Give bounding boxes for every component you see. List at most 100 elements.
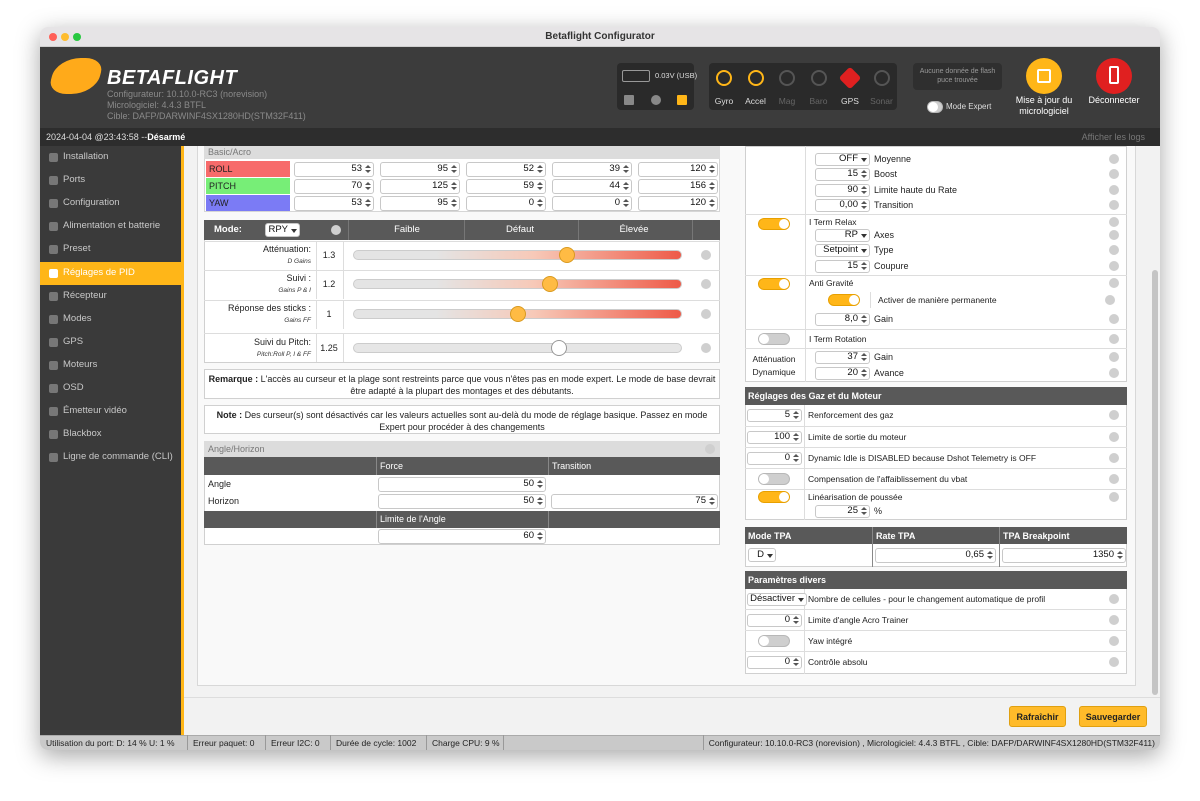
input-field[interactable] bbox=[380, 178, 460, 194]
help-icon bbox=[1109, 594, 1119, 604]
help-icon bbox=[701, 250, 711, 260]
input-field[interactable] bbox=[378, 528, 546, 544]
slider-row bbox=[204, 241, 720, 270]
help-icon bbox=[1109, 432, 1119, 442]
input-field[interactable] bbox=[380, 195, 460, 211]
header-info: Micrologiciel: 4.4.3 BTFL bbox=[107, 100, 207, 110]
spinner-arrow bbox=[623, 170, 629, 173]
input-field[interactable] bbox=[747, 430, 802, 444]
select[interactable] bbox=[748, 548, 776, 562]
spinner-arrow bbox=[709, 170, 715, 173]
input-field[interactable] bbox=[747, 451, 802, 465]
section-title: Paramètres divers bbox=[748, 575, 827, 585]
status-time: 2024-04-04 @23:43:58 -- bbox=[46, 132, 148, 142]
input-field[interactable] bbox=[294, 161, 374, 177]
input-field[interactable] bbox=[815, 198, 870, 212]
sidebar-item[interactable] bbox=[40, 423, 181, 446]
slider-knob[interactable] bbox=[509, 306, 526, 322]
select-value: OFF bbox=[839, 153, 858, 164]
disconnect-button[interactable] bbox=[1096, 58, 1132, 94]
slider-cell-divider bbox=[316, 300, 317, 329]
input-field[interactable] bbox=[378, 476, 546, 492]
note-box bbox=[204, 405, 720, 434]
window-button[interactable] bbox=[61, 33, 69, 41]
input-field[interactable] bbox=[551, 493, 718, 509]
update-firmware-button[interactable] bbox=[1026, 58, 1062, 94]
window-button[interactable] bbox=[73, 33, 81, 41]
input-value: 20 bbox=[847, 367, 858, 378]
action-button[interactable] bbox=[1079, 706, 1147, 727]
select[interactable] bbox=[815, 152, 870, 166]
input-field[interactable] bbox=[294, 195, 374, 211]
input-field[interactable] bbox=[466, 195, 546, 211]
help-icon bbox=[1109, 334, 1119, 344]
spinner-arrow bbox=[861, 507, 867, 510]
angle-row-label: Horizon bbox=[208, 496, 240, 506]
cell-divider bbox=[804, 405, 805, 520]
spinner-arrow bbox=[861, 267, 867, 270]
note-text: Remarque : L'accès au curseur et la plag… bbox=[208, 373, 716, 397]
action-button[interactable] bbox=[1009, 706, 1066, 727]
select[interactable] bbox=[815, 243, 870, 257]
toggle-knob bbox=[759, 474, 769, 484]
input-field[interactable] bbox=[552, 161, 632, 177]
spinner-arrow bbox=[537, 537, 543, 540]
input-field[interactable] bbox=[638, 161, 718, 177]
sensor-label: Baro bbox=[809, 96, 828, 106]
help-icon bbox=[1109, 230, 1119, 240]
input-field[interactable] bbox=[1002, 547, 1126, 563]
col-divider bbox=[376, 457, 377, 475]
pid-header bbox=[204, 146, 720, 159]
input-field[interactable] bbox=[294, 178, 374, 194]
chevron bbox=[861, 249, 867, 253]
input-field[interactable] bbox=[815, 366, 870, 380]
input-field[interactable] bbox=[747, 613, 802, 627]
help-icon bbox=[1109, 615, 1119, 625]
input-field[interactable] bbox=[466, 178, 546, 194]
angle-header-label: Angle/Horizon bbox=[208, 444, 265, 454]
input-field[interactable] bbox=[815, 312, 870, 326]
show-logs[interactable]: Afficher les logs bbox=[1081, 132, 1145, 142]
select[interactable] bbox=[747, 592, 807, 606]
spinner-arrow bbox=[861, 175, 867, 178]
input-value: 50 bbox=[523, 478, 534, 489]
input-field[interactable] bbox=[747, 655, 802, 669]
spinner-arrow bbox=[623, 165, 629, 168]
slider-knob[interactable] bbox=[550, 340, 567, 356]
cell-divider bbox=[805, 146, 806, 382]
select[interactable] bbox=[265, 223, 300, 237]
header-info: Configurateur: 10.10.0-RC3 (norevision) bbox=[107, 89, 268, 99]
cell-divider bbox=[870, 292, 871, 308]
setting-label: Gain bbox=[874, 314, 894, 324]
input-field[interactable] bbox=[815, 183, 870, 197]
select[interactable] bbox=[815, 228, 870, 242]
input-field[interactable] bbox=[552, 195, 632, 211]
spinner-arrow bbox=[793, 658, 799, 661]
sidebar-icon bbox=[49, 337, 58, 347]
input-field[interactable] bbox=[380, 161, 460, 177]
input-field[interactable] bbox=[815, 167, 870, 181]
input-field[interactable] bbox=[638, 178, 718, 194]
input-value: 59 bbox=[523, 180, 534, 191]
slider-knob[interactable] bbox=[542, 276, 559, 292]
input-field[interactable] bbox=[466, 161, 546, 177]
input-field[interactable] bbox=[747, 408, 802, 422]
window-button[interactable] bbox=[49, 33, 57, 41]
input-field[interactable] bbox=[815, 259, 870, 273]
sensor-label: Gyro bbox=[714, 96, 734, 106]
sidebar-item[interactable] bbox=[40, 377, 181, 400]
spinner-arrow bbox=[987, 551, 993, 554]
input-field[interactable] bbox=[552, 178, 632, 194]
input-field[interactable] bbox=[638, 195, 718, 211]
input-field[interactable] bbox=[875, 547, 996, 563]
input-field[interactable] bbox=[815, 504, 870, 518]
input-field[interactable] bbox=[378, 493, 546, 509]
status-item: Utilisation du port: D: 14 % U: 1 % bbox=[46, 737, 175, 748]
slider-knob[interactable] bbox=[558, 247, 575, 263]
input-field[interactable] bbox=[815, 350, 870, 364]
spinner-arrow bbox=[793, 411, 799, 414]
setting-label: Gain bbox=[874, 352, 894, 362]
setting-label: Type bbox=[874, 245, 894, 255]
spinner-arrow bbox=[861, 320, 867, 323]
slider-column: Faible bbox=[394, 224, 420, 235]
